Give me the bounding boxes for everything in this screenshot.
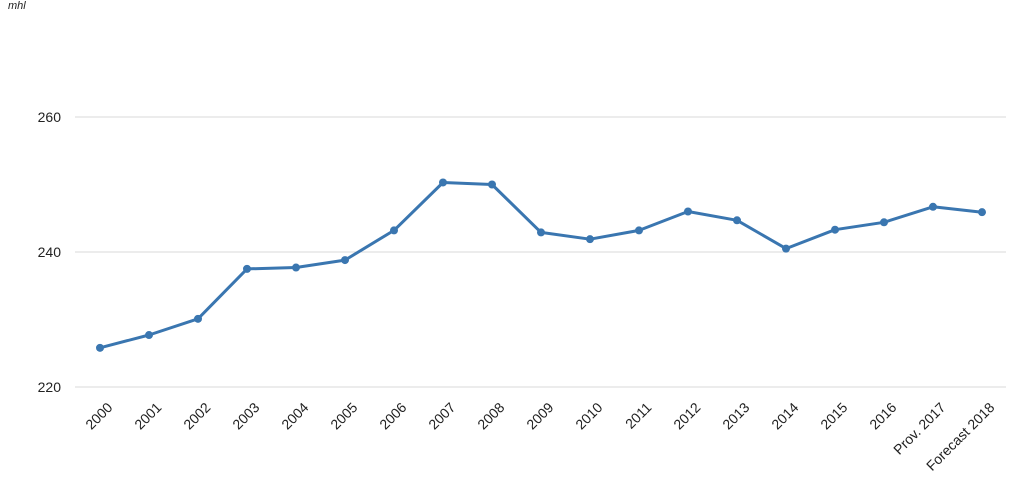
- data-point-2000[interactable]: [96, 343, 104, 352]
- x-tick-label: 2014: [768, 399, 801, 432]
- x-tick-labels: 2000 2001 2002 2003 2004 2005 2006 2007 2008 2009…: [82, 399, 997, 474]
- y-unit-label: mhl: [8, 0, 26, 12]
- x-tick-label: 2004: [278, 399, 311, 432]
- data-point-2012[interactable]: [684, 207, 692, 216]
- x-tick-label: 2016: [866, 399, 899, 432]
- grid-lines: [75, 116, 1006, 388]
- data-point-2011[interactable]: [635, 226, 643, 235]
- x-tick-label: 2010: [572, 399, 605, 432]
- data-point-2016[interactable]: [880, 218, 888, 227]
- y-tick-label: 220: [38, 379, 62, 395]
- x-tick-label: 2007: [425, 399, 458, 432]
- data-point-2013[interactable]: [733, 216, 741, 225]
- x-tick-label: 2006: [376, 399, 409, 432]
- data-point-2001[interactable]: [145, 331, 153, 340]
- data-point-2002[interactable]: [194, 314, 202, 323]
- x-tick-label: 2003: [229, 399, 262, 432]
- x-tick-label: 2012: [670, 399, 703, 432]
- series-group: [96, 178, 986, 352]
- x-tick-label: 2013: [719, 399, 752, 432]
- series-line: [99, 181, 983, 350]
- x-tick-label: 2009: [523, 399, 556, 432]
- data-point-2007[interactable]: [439, 178, 447, 187]
- data-point-2004[interactable]: [292, 263, 300, 272]
- x-tick-label: 2001: [131, 399, 164, 432]
- x-tick-label: 2015: [817, 399, 850, 432]
- data-point-2003[interactable]: [243, 264, 251, 273]
- data-point-2006[interactable]: [390, 226, 398, 235]
- x-tick-label: 2002: [180, 399, 213, 432]
- data-point-2010[interactable]: [586, 235, 594, 244]
- data-point-2005[interactable]: [341, 256, 349, 265]
- data-point-2014[interactable]: [782, 244, 790, 253]
- y-tick-label: 240: [38, 244, 62, 260]
- data-point-forecast-2018[interactable]: [978, 208, 986, 217]
- y-tick-label: 260: [38, 109, 62, 125]
- x-tick-label: 2008: [474, 399, 507, 432]
- x-tick-label: 2011: [622, 399, 655, 432]
- x-tick-label: 2005: [327, 399, 360, 432]
- x-tick-label: 2000: [82, 399, 115, 432]
- data-point-2015[interactable]: [831, 225, 839, 234]
- data-point-2009[interactable]: [537, 228, 545, 237]
- data-point-prov-2017[interactable]: [929, 202, 937, 211]
- data-point-2008[interactable]: [488, 180, 496, 189]
- y-tick-labels: 220 240 260: [38, 109, 62, 395]
